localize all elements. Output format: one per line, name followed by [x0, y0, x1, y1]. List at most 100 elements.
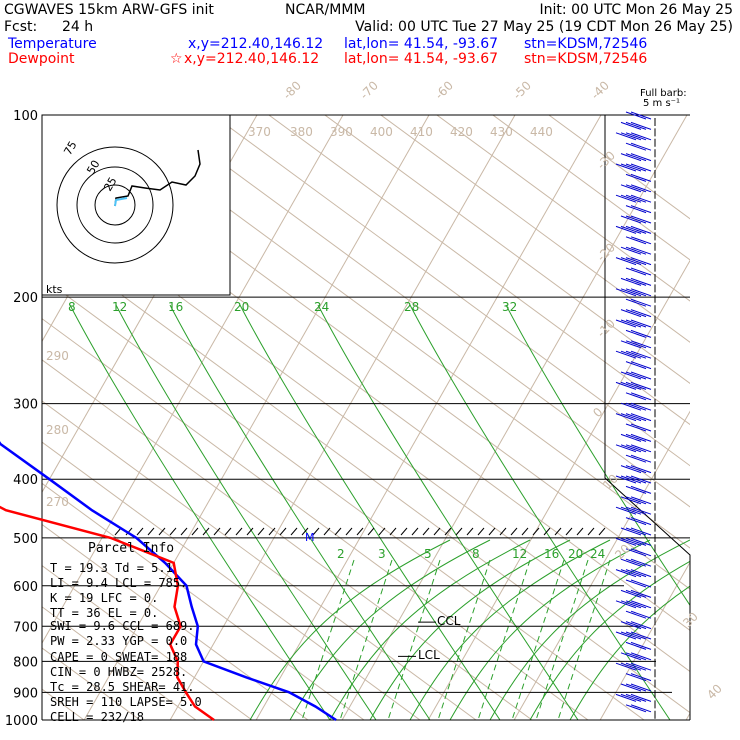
freezing-level-hatch [202, 527, 210, 536]
dry-adiabat-line [100, 115, 690, 549]
wind-barb-flag [620, 589, 642, 598]
wind-barb-flag [630, 662, 652, 671]
mixing-ratio-line [239, 304, 501, 720]
wind-barb-flag [630, 267, 652, 276]
wind-barb-flag [630, 537, 652, 546]
freezing-level-hatch [279, 527, 287, 536]
dewpoint-profile-line [0, 505, 215, 722]
theta-label: 290 [46, 349, 69, 363]
freezing-level-hatch [257, 527, 265, 536]
wind-barb-flag [620, 371, 642, 380]
wind-barb-flag [625, 329, 647, 338]
wind-barb-flag [630, 485, 652, 494]
freezing-level-hatch [235, 527, 243, 536]
text-layer: CGWAVES 15km ARW-GFS init NCAR/MMM Init:… [4, 2, 733, 729]
wind-barb-flag [620, 621, 642, 630]
dry-adiabat-line [44, 115, 690, 590]
wind-barb-flag [630, 319, 652, 328]
dry-adiabat-line [42, 482, 365, 720]
wind-barb-flag [620, 381, 642, 390]
wind-barb-flag [630, 371, 652, 380]
hodograph-frame [41, 114, 231, 296]
barb-legend-line1: Full barb: [640, 88, 687, 99]
wind-barb-flag [630, 277, 652, 286]
parcel-line: TT = 36 EL = 0. [50, 606, 158, 620]
freezing-level-hatch [301, 527, 309, 536]
wind-barb-flag [620, 444, 642, 453]
dry-adiabat-line [42, 565, 253, 720]
freezing-level-hatch [400, 527, 408, 536]
wind-barb-flag [630, 579, 652, 588]
dry-adiabat-line [42, 276, 645, 720]
fcst-value: 24 h [62, 19, 93, 35]
wind-barb-flag [630, 111, 652, 120]
temp-axis-label: -50 [510, 78, 534, 102]
freezing-level-hatch [356, 527, 364, 536]
wind-barb-flag [620, 163, 642, 172]
dry-adiabat-line [324, 115, 690, 384]
wind-barb-flag [630, 392, 652, 401]
wind-barb-flag [620, 527, 642, 536]
mixing-ratio-label: 3 [378, 547, 386, 561]
wind-barb-flag [630, 236, 652, 245]
wind-barb-flag [625, 631, 647, 640]
wind-barb-flag [625, 610, 647, 619]
moist-adiabat-line [329, 539, 531, 720]
pressure-label: 1000 [5, 714, 38, 729]
temperature-profile-line [0, 441, 337, 722]
mixing-ratio-label: 24 [590, 547, 605, 561]
freezing-level-hatch [477, 527, 485, 536]
wind-barb-flag [620, 683, 642, 692]
parcel-line: K = 19 LFC = 0. [50, 591, 158, 605]
freezing-level-hatch [345, 527, 353, 536]
dry-adiabat-line [42, 359, 533, 720]
temperature-legend-label: Temperature [7, 36, 97, 52]
wind-barb-flag [630, 153, 652, 162]
wind-barb-flag [620, 215, 642, 224]
parcel-line: SREH = 110 LAPSE= 5.0 [50, 695, 202, 709]
wind-barb-flag [630, 641, 652, 650]
wind-barb-flag [630, 225, 652, 234]
wind-barb-flag [630, 246, 652, 255]
wind-barb-flag [620, 506, 642, 515]
freezing-level-hatch [158, 527, 166, 536]
wind-barb-flag [630, 402, 652, 411]
freezing-level-hatch [466, 527, 474, 536]
freezing-level-hatch [510, 527, 518, 536]
hodograph-ring [94, 184, 136, 226]
wind-barb-flag [625, 548, 647, 557]
dry-adiabat-line [42, 441, 421, 720]
mixing-ratio-dashed-line [557, 559, 611, 720]
mixing-ratio-line [115, 304, 377, 720]
wind-barb-flag [615, 600, 637, 609]
wind-barb-flag [620, 246, 642, 255]
isotherm-line [83, 115, 430, 720]
wind-barb-flag [625, 132, 647, 141]
wind-barb-flag [625, 350, 647, 359]
pressure-label: 500 [13, 532, 38, 547]
wind-barb-flag [625, 319, 647, 328]
wind-barb-flag [630, 329, 652, 338]
temperature-xy: x,y=212.40,146.12 [188, 36, 323, 52]
wind-barb-flag [625, 589, 647, 598]
freezing-level-hatch [543, 527, 551, 536]
mixing-ratio-line [317, 304, 579, 720]
wind-barb-flag [615, 319, 637, 328]
pressure-label: 700 [13, 620, 38, 635]
wind-barb-flag [620, 465, 642, 474]
freezing-level-hatch [521, 527, 529, 536]
wind-barb-flag [625, 215, 647, 224]
pressure-label: 400 [13, 473, 38, 488]
wind-barb-flag [625, 662, 647, 671]
temp-axis-label: -20 [594, 240, 618, 264]
wind-barb-flag [630, 121, 652, 130]
wind-barb-flag [620, 475, 642, 484]
mixing-ratio-line [69, 304, 331, 720]
mixing-ratio-line [169, 304, 431, 720]
parcel-line: Tc = 28.5 SHEAR= 41. [50, 680, 195, 694]
isotherm-line [685, 712, 690, 720]
wind-barb-flag [625, 236, 647, 245]
freezing-level-hatch [367, 527, 375, 536]
wind-barb-flag [625, 454, 647, 463]
wind-barb-flag [625, 475, 647, 484]
